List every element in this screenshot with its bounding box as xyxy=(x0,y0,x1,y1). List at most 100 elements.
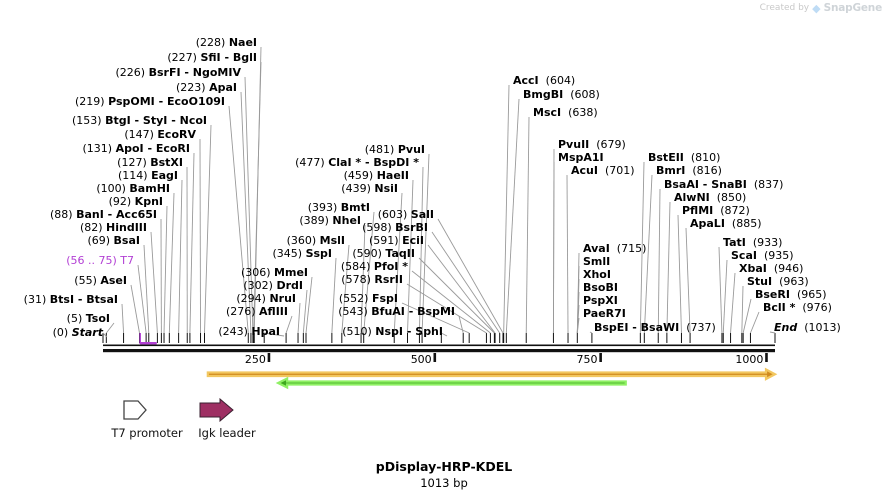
enzyme-label[interactable]: (276) AflIII xyxy=(226,306,288,317)
enzyme-name[interactable]: MscI xyxy=(533,106,562,119)
enzyme-label[interactable]: (439) NsiI xyxy=(341,183,398,194)
enzyme-name[interactable]: NaeI xyxy=(228,36,257,49)
enzyme-label[interactable]: AlwNI (850) xyxy=(674,192,746,203)
enzyme-label[interactable]: BmrI (816) xyxy=(656,165,722,176)
enzyme-name[interactable]: MspA1I xyxy=(558,151,604,164)
enzyme-label[interactable]: PvuII (679) xyxy=(558,139,626,150)
enzyme-label[interactable]: PaeR7I xyxy=(583,308,626,319)
enzyme-label[interactable]: (584) PfoI * xyxy=(341,261,408,272)
enzyme-label[interactable]: (302) DrdI xyxy=(243,280,303,291)
enzyme-name[interactable]: ScaI xyxy=(731,249,757,262)
enzyme-label[interactable]: (590) TaqII xyxy=(352,248,415,259)
enzyme-label[interactable]: (92) KpnI xyxy=(109,196,163,207)
enzyme-name[interactable]: NheI xyxy=(332,214,361,227)
enzyme-name[interactable]: NspI xyxy=(375,325,404,338)
enzyme-name[interactable]: BmgBI xyxy=(523,88,564,101)
enzyme-name[interactable]: PaeR7I xyxy=(583,307,626,320)
legend-item-t7-promoter[interactable]: T7 promoter xyxy=(108,398,186,440)
enzyme-name[interactable]: XhoI xyxy=(583,268,611,281)
enzyme-label[interactable]: (227) SfiI - BglI xyxy=(167,52,257,63)
enzyme-label[interactable]: (147) EcoRV xyxy=(124,129,196,140)
enzyme-name[interactable]: BtsaI xyxy=(86,293,118,306)
enzyme-label[interactable]: (543) BfuAI - BspMI xyxy=(338,306,455,317)
enzyme-name[interactable]: T7 xyxy=(120,254,134,267)
enzyme-name[interactable]: PspOMI xyxy=(108,95,155,108)
enzyme-name[interactable]: Acc65I xyxy=(116,208,157,221)
enzyme-name[interactable]: ApaLI xyxy=(690,217,725,230)
enzyme-label[interactable]: End (1013) xyxy=(774,322,841,333)
enzyme-name[interactable]: SfiI xyxy=(200,51,221,64)
enzyme-name[interactable]: BmtI xyxy=(340,201,370,214)
enzyme-label[interactable]: (603) SalI xyxy=(378,209,434,220)
enzyme-label[interactable]: MscI (638) xyxy=(533,107,598,118)
enzyme-name[interactable]: PfoI * xyxy=(373,260,408,273)
enzyme-name[interactable]: TatI xyxy=(723,236,746,249)
enzyme-label[interactable]: (56 .. 75) T7 xyxy=(66,255,134,266)
enzyme-name[interactable]: EcoRV xyxy=(157,128,196,141)
enzyme-label[interactable]: AcuI (701) xyxy=(571,165,635,176)
enzyme-label[interactable]: (591) EciI xyxy=(369,235,424,246)
enzyme-name[interactable]: AvaI xyxy=(583,242,610,255)
enzyme-name[interactable]: BsrBI xyxy=(395,221,428,234)
enzyme-name[interactable]: AlwNI xyxy=(674,191,710,204)
enzyme-name[interactable]: BspMI xyxy=(417,305,455,318)
enzyme-label[interactable]: (219) PspOMI - EcoO109I xyxy=(75,96,225,107)
enzyme-name[interactable]: EcoRI xyxy=(155,142,190,155)
enzyme-name[interactable]: PvuI xyxy=(397,143,425,156)
enzyme-label[interactable]: (389) NheI xyxy=(299,215,361,226)
enzyme-name[interactable]: HindIII xyxy=(106,221,147,234)
enzyme-label[interactable]: (393) BmtI xyxy=(308,202,370,213)
enzyme-label[interactable]: PspXI xyxy=(583,295,618,306)
enzyme-name[interactable]: BsrFI xyxy=(148,66,181,79)
enzyme-name[interactable]: AflIII xyxy=(259,305,288,318)
enzyme-name[interactable]: PvuII xyxy=(558,138,590,151)
enzyme-name[interactable]: SmlI xyxy=(583,255,611,268)
enzyme-name[interactable]: BmrI xyxy=(656,164,686,177)
enzyme-name[interactable]: TaqII xyxy=(385,247,415,260)
enzyme-label[interactable]: (477) ClaI * - BspDI * xyxy=(295,157,419,168)
enzyme-label[interactable]: (481) PvuI xyxy=(365,144,425,155)
enzyme-label[interactable]: PflMI (872) xyxy=(682,205,750,216)
enzyme-name[interactable]: BspEI xyxy=(594,321,629,334)
enzyme-name[interactable]: EagI xyxy=(151,169,178,182)
enzyme-name[interactable]: BclI * xyxy=(763,301,796,314)
enzyme-name[interactable]: BstXI xyxy=(150,156,183,169)
enzyme-label[interactable]: SmlI xyxy=(583,256,610,267)
enzyme-name[interactable]: AccI xyxy=(513,74,539,87)
feature-arrow-green[interactable] xyxy=(275,376,627,390)
enzyme-name[interactable]: DrdI xyxy=(276,279,303,292)
enzyme-label[interactable]: (131) ApoI - EcoRI xyxy=(82,143,190,154)
enzyme-label[interactable]: (55) AseI xyxy=(74,275,127,286)
enzyme-name[interactable]: EcoO109I xyxy=(167,95,225,108)
enzyme-name[interactable]: MmeI xyxy=(274,266,308,279)
enzyme-name[interactable]: SnaBI xyxy=(711,178,747,191)
enzyme-label[interactable]: (5) TsoI xyxy=(67,313,110,324)
enzyme-name[interactable]: Start xyxy=(71,326,103,339)
enzyme-name[interactable]: End xyxy=(774,321,798,334)
enzyme-name[interactable]: AseI xyxy=(100,274,127,287)
enzyme-name[interactable]: KpnI xyxy=(134,195,163,208)
enzyme-label[interactable]: (69) BsaI xyxy=(87,235,140,246)
enzyme-name[interactable]: XbaI xyxy=(739,262,767,275)
enzyme-name[interactable]: ApoI xyxy=(115,142,144,155)
enzyme-name[interactable]: BsoBI xyxy=(583,281,618,294)
enzyme-label[interactable]: (226) BsrFI - NgoMIV xyxy=(116,67,241,78)
enzyme-name[interactable]: BtgI xyxy=(105,114,131,127)
enzyme-name[interactable]: BfuAI xyxy=(371,305,405,318)
enzyme-label[interactable]: XhoI xyxy=(583,269,611,280)
enzyme-name[interactable]: BsaAI xyxy=(664,178,699,191)
enzyme-name[interactable]: NsiI xyxy=(374,182,398,195)
enzyme-name[interactable]: ClaI * xyxy=(328,156,362,169)
enzyme-label[interactable]: (345) SspI xyxy=(272,248,332,259)
enzyme-label[interactable]: BsaAI - SnaBI (837) xyxy=(664,179,783,190)
feature-arrow-orange[interactable] xyxy=(206,367,778,381)
enzyme-name[interactable]: HaeII xyxy=(376,169,409,182)
enzyme-name[interactable]: StuI xyxy=(747,275,773,288)
enzyme-name[interactable]: BglI xyxy=(232,51,257,64)
enzyme-name[interactable]: MslI xyxy=(319,234,345,247)
enzyme-name[interactable]: FspI xyxy=(371,292,398,305)
enzyme-label[interactable]: (598) BsrBI xyxy=(362,222,428,233)
enzyme-label[interactable]: AvaI (715) xyxy=(583,243,646,254)
enzyme-label[interactable]: TatI (933) xyxy=(723,237,782,248)
enzyme-label[interactable]: (294) NruI xyxy=(236,293,296,304)
